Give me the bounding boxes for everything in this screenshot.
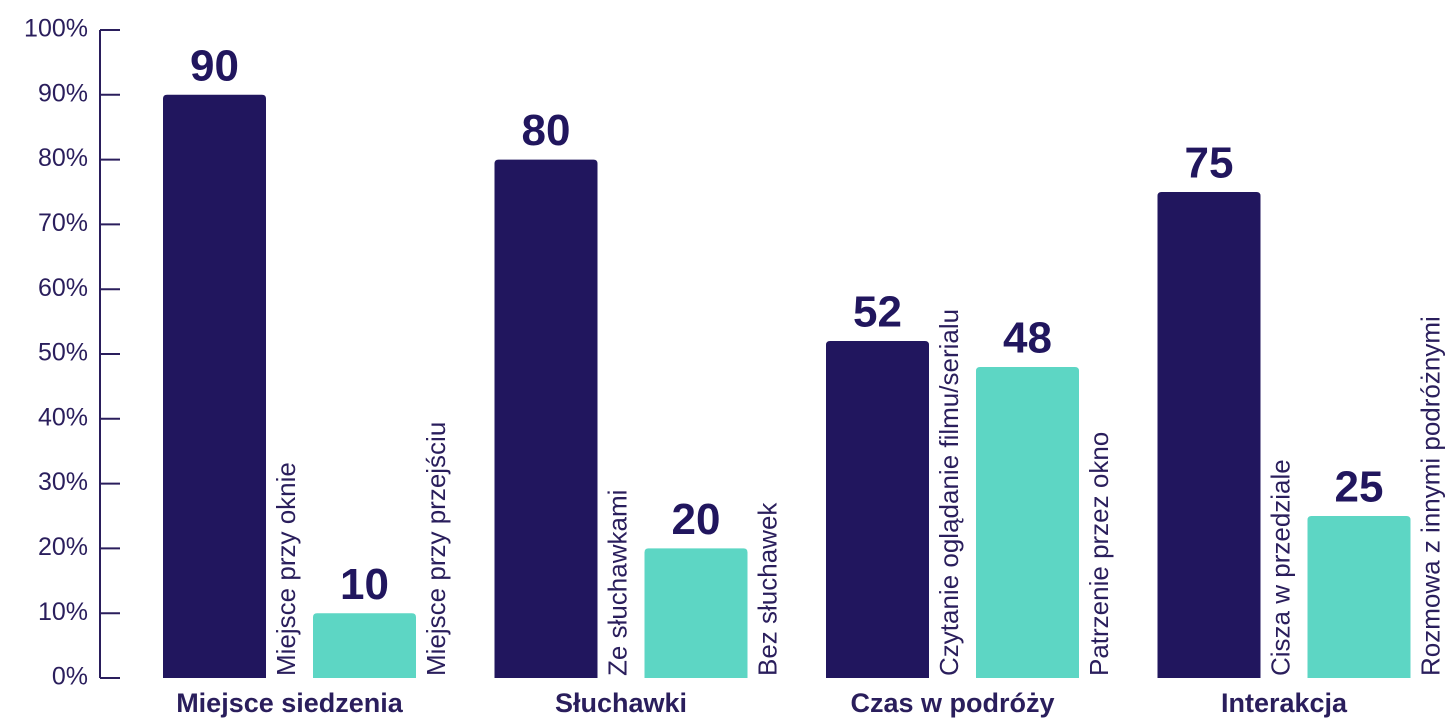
y-tick-label: 40%	[38, 403, 88, 431]
bar-label: Patrzenie przez okno	[1084, 432, 1114, 676]
bar	[494, 159, 598, 679]
value-label: 80	[522, 106, 571, 155]
bar	[644, 548, 748, 678]
value-label: 90	[190, 41, 239, 90]
y-tick-label: 10%	[38, 598, 88, 626]
category-label: Czas w podróży	[850, 688, 1054, 718]
y-tick-label: 20%	[38, 533, 88, 561]
value-label: 25	[1335, 463, 1384, 512]
value-label: 20	[672, 495, 721, 544]
category-label: Interakcja	[1221, 688, 1348, 718]
bar-label: Miejsce przy przejściu	[421, 422, 451, 676]
y-tick-label: 0%	[52, 663, 88, 691]
bar-label: Czytanie oglądanie filmu/serialu	[934, 309, 964, 676]
category-label: Słuchawki	[555, 688, 687, 718]
bar	[1307, 516, 1411, 678]
bar	[1157, 192, 1261, 678]
bar	[826, 341, 929, 678]
value-label: 52	[853, 288, 902, 337]
y-tick-label: 100%	[24, 15, 88, 43]
value-label: 10	[340, 560, 389, 609]
value-label: 48	[1003, 314, 1052, 363]
bar-label: Ze słuchawkami	[602, 490, 632, 676]
y-tick-label: 90%	[38, 79, 88, 107]
bar-label: Cisza w przedziale	[1265, 459, 1295, 676]
bar	[163, 94, 266, 679]
bar-label: Bez słuchawek	[752, 502, 782, 676]
y-tick-label: 70%	[38, 209, 88, 237]
bar	[313, 613, 416, 678]
y-tick-label: 30%	[38, 468, 88, 496]
bar-label: Rozmowa z innymi podróżnymi	[1415, 316, 1445, 676]
bar	[976, 366, 1079, 678]
y-tick-label: 60%	[38, 274, 88, 302]
y-tick-label: 50%	[38, 339, 88, 367]
value-label: 75	[1185, 139, 1234, 188]
bar-label: Miejsce przy oknie	[271, 462, 301, 676]
category-label: Miejsce siedzenia	[176, 688, 404, 718]
y-tick-label: 80%	[38, 144, 88, 172]
